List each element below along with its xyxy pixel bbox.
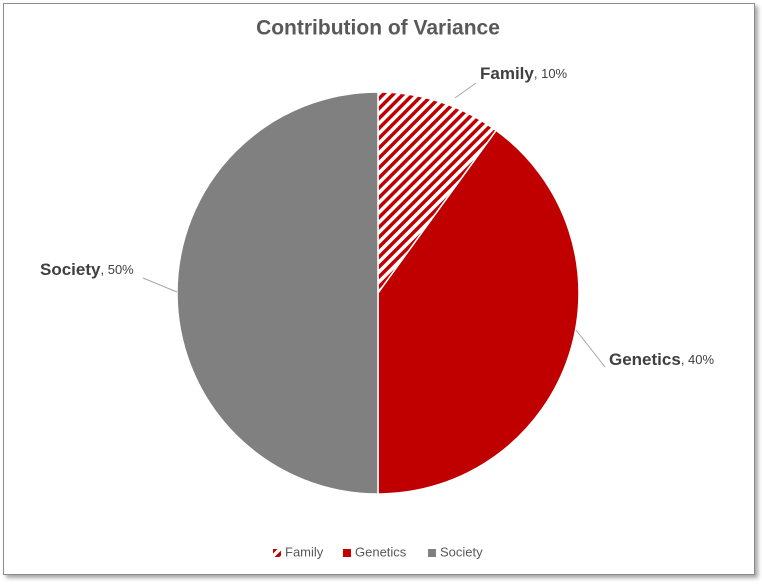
legend-label: Family: [285, 544, 324, 559]
leader-line: [142, 277, 178, 293]
data-label-category: Society: [40, 260, 101, 279]
legend-label: Society: [440, 544, 483, 559]
legend-label: Genetics: [355, 544, 407, 559]
pie-slice: [176, 91, 379, 495]
data-label-separator: ,: [534, 66, 541, 81]
data-label-value: 50%: [108, 262, 134, 277]
chart-title: Contribution of Variance: [256, 17, 500, 40]
pie-slice: [377, 91, 498, 296]
data-label-value: 40%: [688, 352, 714, 367]
data-label: Society, 50%: [40, 260, 134, 279]
pie-slice: [377, 129, 580, 495]
data-label: Genetics, 40%: [609, 350, 715, 369]
data-label: Family, 10%: [480, 64, 568, 83]
leader-line: [454, 82, 477, 99]
data-label-value: 10%: [541, 66, 567, 81]
data-label-separator: ,: [100, 262, 107, 277]
legend-marker: [273, 549, 281, 557]
leader-line: [575, 329, 606, 368]
data-label-category: Family: [480, 64, 534, 83]
data-label-category: Genetics: [609, 350, 681, 369]
legend-marker: [428, 549, 436, 557]
legend-marker: [343, 549, 351, 557]
data-label-separator: ,: [681, 352, 688, 367]
